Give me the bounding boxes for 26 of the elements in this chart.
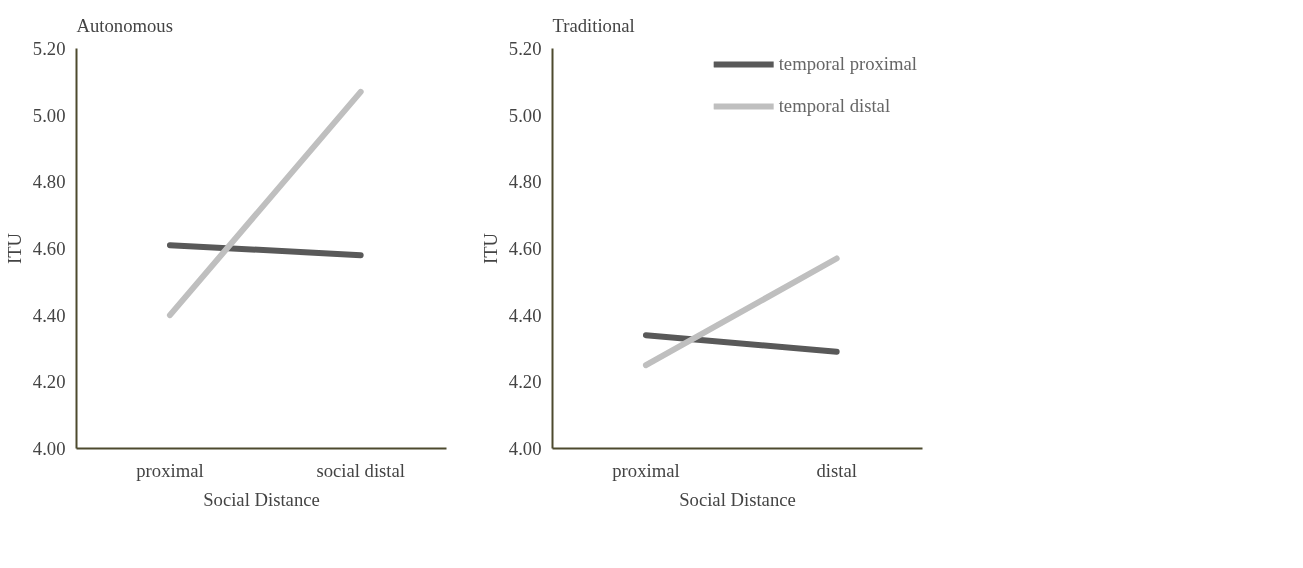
legend-label: temporal distal bbox=[778, 95, 892, 117]
y-tick-label: 4.00 bbox=[508, 438, 542, 459]
y-tick-label: 4.60 bbox=[508, 238, 542, 259]
x-tick-label: proximal bbox=[136, 459, 204, 481]
y-tick-label: 4.40 bbox=[508, 304, 542, 326]
y-tick-label: 5.20 bbox=[508, 38, 542, 59]
y-tick-label: 5.00 bbox=[32, 104, 66, 126]
chart-title: Traditional bbox=[552, 15, 635, 36]
y-axis-title: ITU bbox=[3, 232, 25, 265]
y-tick-label: 4.80 bbox=[508, 171, 542, 193]
x-axis-title: Social Distance bbox=[203, 488, 320, 510]
x-tick-label: distal bbox=[816, 459, 857, 481]
y-axis-title: ITU bbox=[479, 232, 501, 265]
y-tick-label: 4.40 bbox=[32, 304, 66, 326]
y-tick-label: 4.00 bbox=[32, 438, 66, 459]
y-tick-label: 4.20 bbox=[508, 371, 542, 393]
x-axis-title: Social Distance bbox=[679, 488, 796, 510]
y-tick-label: 5.00 bbox=[508, 104, 542, 126]
y-tick-label: 4.60 bbox=[32, 238, 66, 259]
legend-label: temporal proximal bbox=[778, 53, 917, 75]
chart-title: Autonomous bbox=[76, 15, 173, 36]
x-tick-label: social distal bbox=[316, 459, 405, 481]
y-tick-label: 4.20 bbox=[32, 371, 66, 393]
y-tick-label: 4.80 bbox=[32, 171, 66, 193]
y-tick-label: 5.20 bbox=[32, 38, 66, 59]
x-tick-label: proximal bbox=[612, 459, 680, 481]
